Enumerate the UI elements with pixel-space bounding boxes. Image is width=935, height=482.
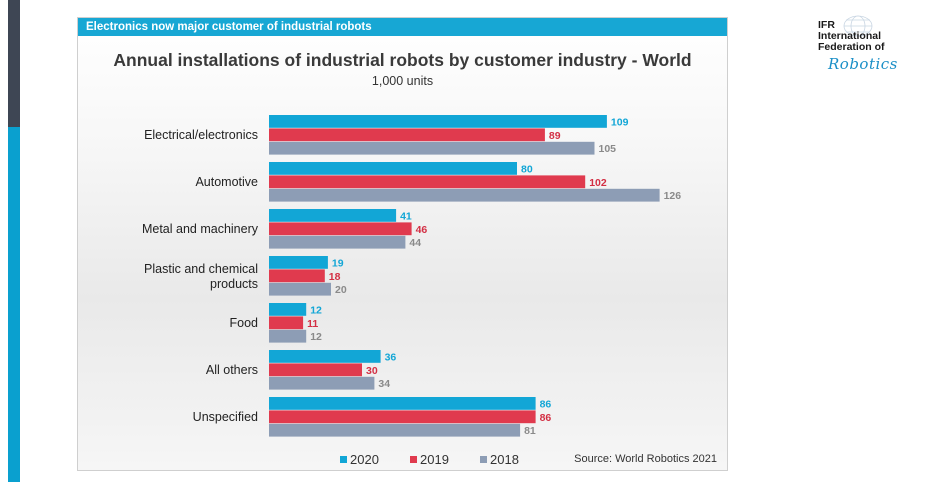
- data-label-food-2020: 12: [310, 304, 322, 316]
- category-label-unspecified: Unspecified: [193, 410, 258, 424]
- sidebar-accent-dark: [8, 0, 20, 127]
- category-label-plastic-and-chemical-products: Plastic and chemical products: [144, 262, 258, 291]
- bar-unspecified-2020: [269, 397, 536, 410]
- bar-electrical-electronics-2018: [269, 141, 595, 155]
- data-label-automotive-2020: 80: [521, 163, 533, 175]
- bar-plastic-and-chemical-products-2018: [269, 282, 331, 296]
- data-label-unspecified-2020: 86: [540, 398, 552, 410]
- data-label-all-others-2018: 34: [378, 378, 390, 390]
- data-label-unspecified-2018: 81: [524, 425, 536, 437]
- bar-unspecified-2019: [269, 410, 536, 424]
- category-label-electrical-electronics: Electrical/electronics: [144, 128, 258, 142]
- bar-food-2019: [269, 316, 304, 330]
- globe-icon: [843, 15, 873, 37]
- data-label-automotive-2018: 126: [664, 190, 682, 202]
- data-label-metal-and-machinery-2020: 41: [400, 210, 412, 222]
- data-label-automotive-2019: 102: [589, 177, 607, 189]
- logo-robotics-wordmark: Robotics: [828, 55, 898, 73]
- sidebar-accent-blue: [8, 127, 20, 482]
- logo-line-3: Federation of: [818, 41, 885, 53]
- logo-line-1: IFR: [818, 19, 835, 31]
- bar-food-2020: [269, 303, 307, 316]
- bar-automotive-2020: [269, 162, 517, 175]
- logo-line-2: International: [818, 30, 882, 42]
- data-label-plastic-and-chemical-products-2018: 20: [335, 284, 347, 296]
- bar-automotive-2019: [269, 175, 586, 189]
- bar-all-others-2019: [269, 363, 362, 377]
- data-label-electrical-electronics-2018: 105: [599, 143, 617, 155]
- bar-all-others-2020: [269, 350, 381, 363]
- bar-metal-and-machinery-2019: [269, 222, 412, 236]
- data-label-unspecified-2019: 86: [540, 412, 552, 424]
- ifr-logo: IFR International Federation of Robotics: [818, 14, 933, 78]
- category-label-metal-and-machinery: Metal and machinery: [142, 222, 259, 236]
- data-label-plastic-and-chemical-products-2020: 19: [332, 257, 344, 269]
- data-label-plastic-and-chemical-products-2019: 18: [329, 271, 341, 283]
- category-label-automotive: Automotive: [195, 175, 258, 189]
- legend-label-2020: 2020: [350, 452, 379, 467]
- source-note: Source: World Robotics 2021: [574, 453, 717, 465]
- data-label-all-others-2019: 30: [366, 365, 378, 377]
- data-label-electrical-electronics-2020: 109: [611, 116, 629, 128]
- bar-electrical-electronics-2019: [269, 128, 545, 142]
- legend-label-2019: 2019: [420, 452, 449, 467]
- chart-title: Annual installations of industrial robot…: [113, 50, 692, 70]
- data-label-all-others-2020: 36: [385, 351, 397, 363]
- legend-swatch-2020: [340, 456, 347, 463]
- legend-swatch-2019: [410, 456, 417, 463]
- category-label-all-others: All others: [206, 363, 258, 377]
- bar-unspecified-2018: [269, 423, 521, 437]
- bar-automotive-2018: [269, 188, 660, 202]
- category-label-food: Food: [230, 316, 259, 330]
- data-label-food-2019: 11: [307, 318, 318, 330]
- slide-banner: Electronics now major customer of indust…: [78, 18, 727, 36]
- bar-food-2018: [269, 329, 307, 343]
- chart-subtitle: 1,000 units: [371, 74, 434, 88]
- bar-electrical-electronics-2020: [269, 115, 607, 128]
- data-label-food-2018: 12: [310, 331, 322, 343]
- legend-label-2018: 2018: [490, 452, 519, 467]
- bar-metal-and-machinery-2020: [269, 209, 397, 222]
- bar-plastic-and-chemical-products-2019: [269, 269, 325, 283]
- data-label-electrical-electronics-2019: 89: [549, 130, 561, 142]
- data-label-metal-and-machinery-2018: 44: [409, 237, 421, 249]
- data-label-metal-and-machinery-2019: 46: [416, 224, 428, 236]
- bar-plastic-and-chemical-products-2020: [269, 256, 328, 269]
- bar-all-others-2018: [269, 376, 375, 390]
- chart-panel: Electronics now major customer of indust…: [77, 17, 728, 471]
- bar-chart: Electrical/electronics 109 89 105 Automotive…: [142, 115, 682, 467]
- bar-metal-and-machinery-2018: [269, 235, 406, 249]
- legend-swatch-2018: [480, 456, 487, 463]
